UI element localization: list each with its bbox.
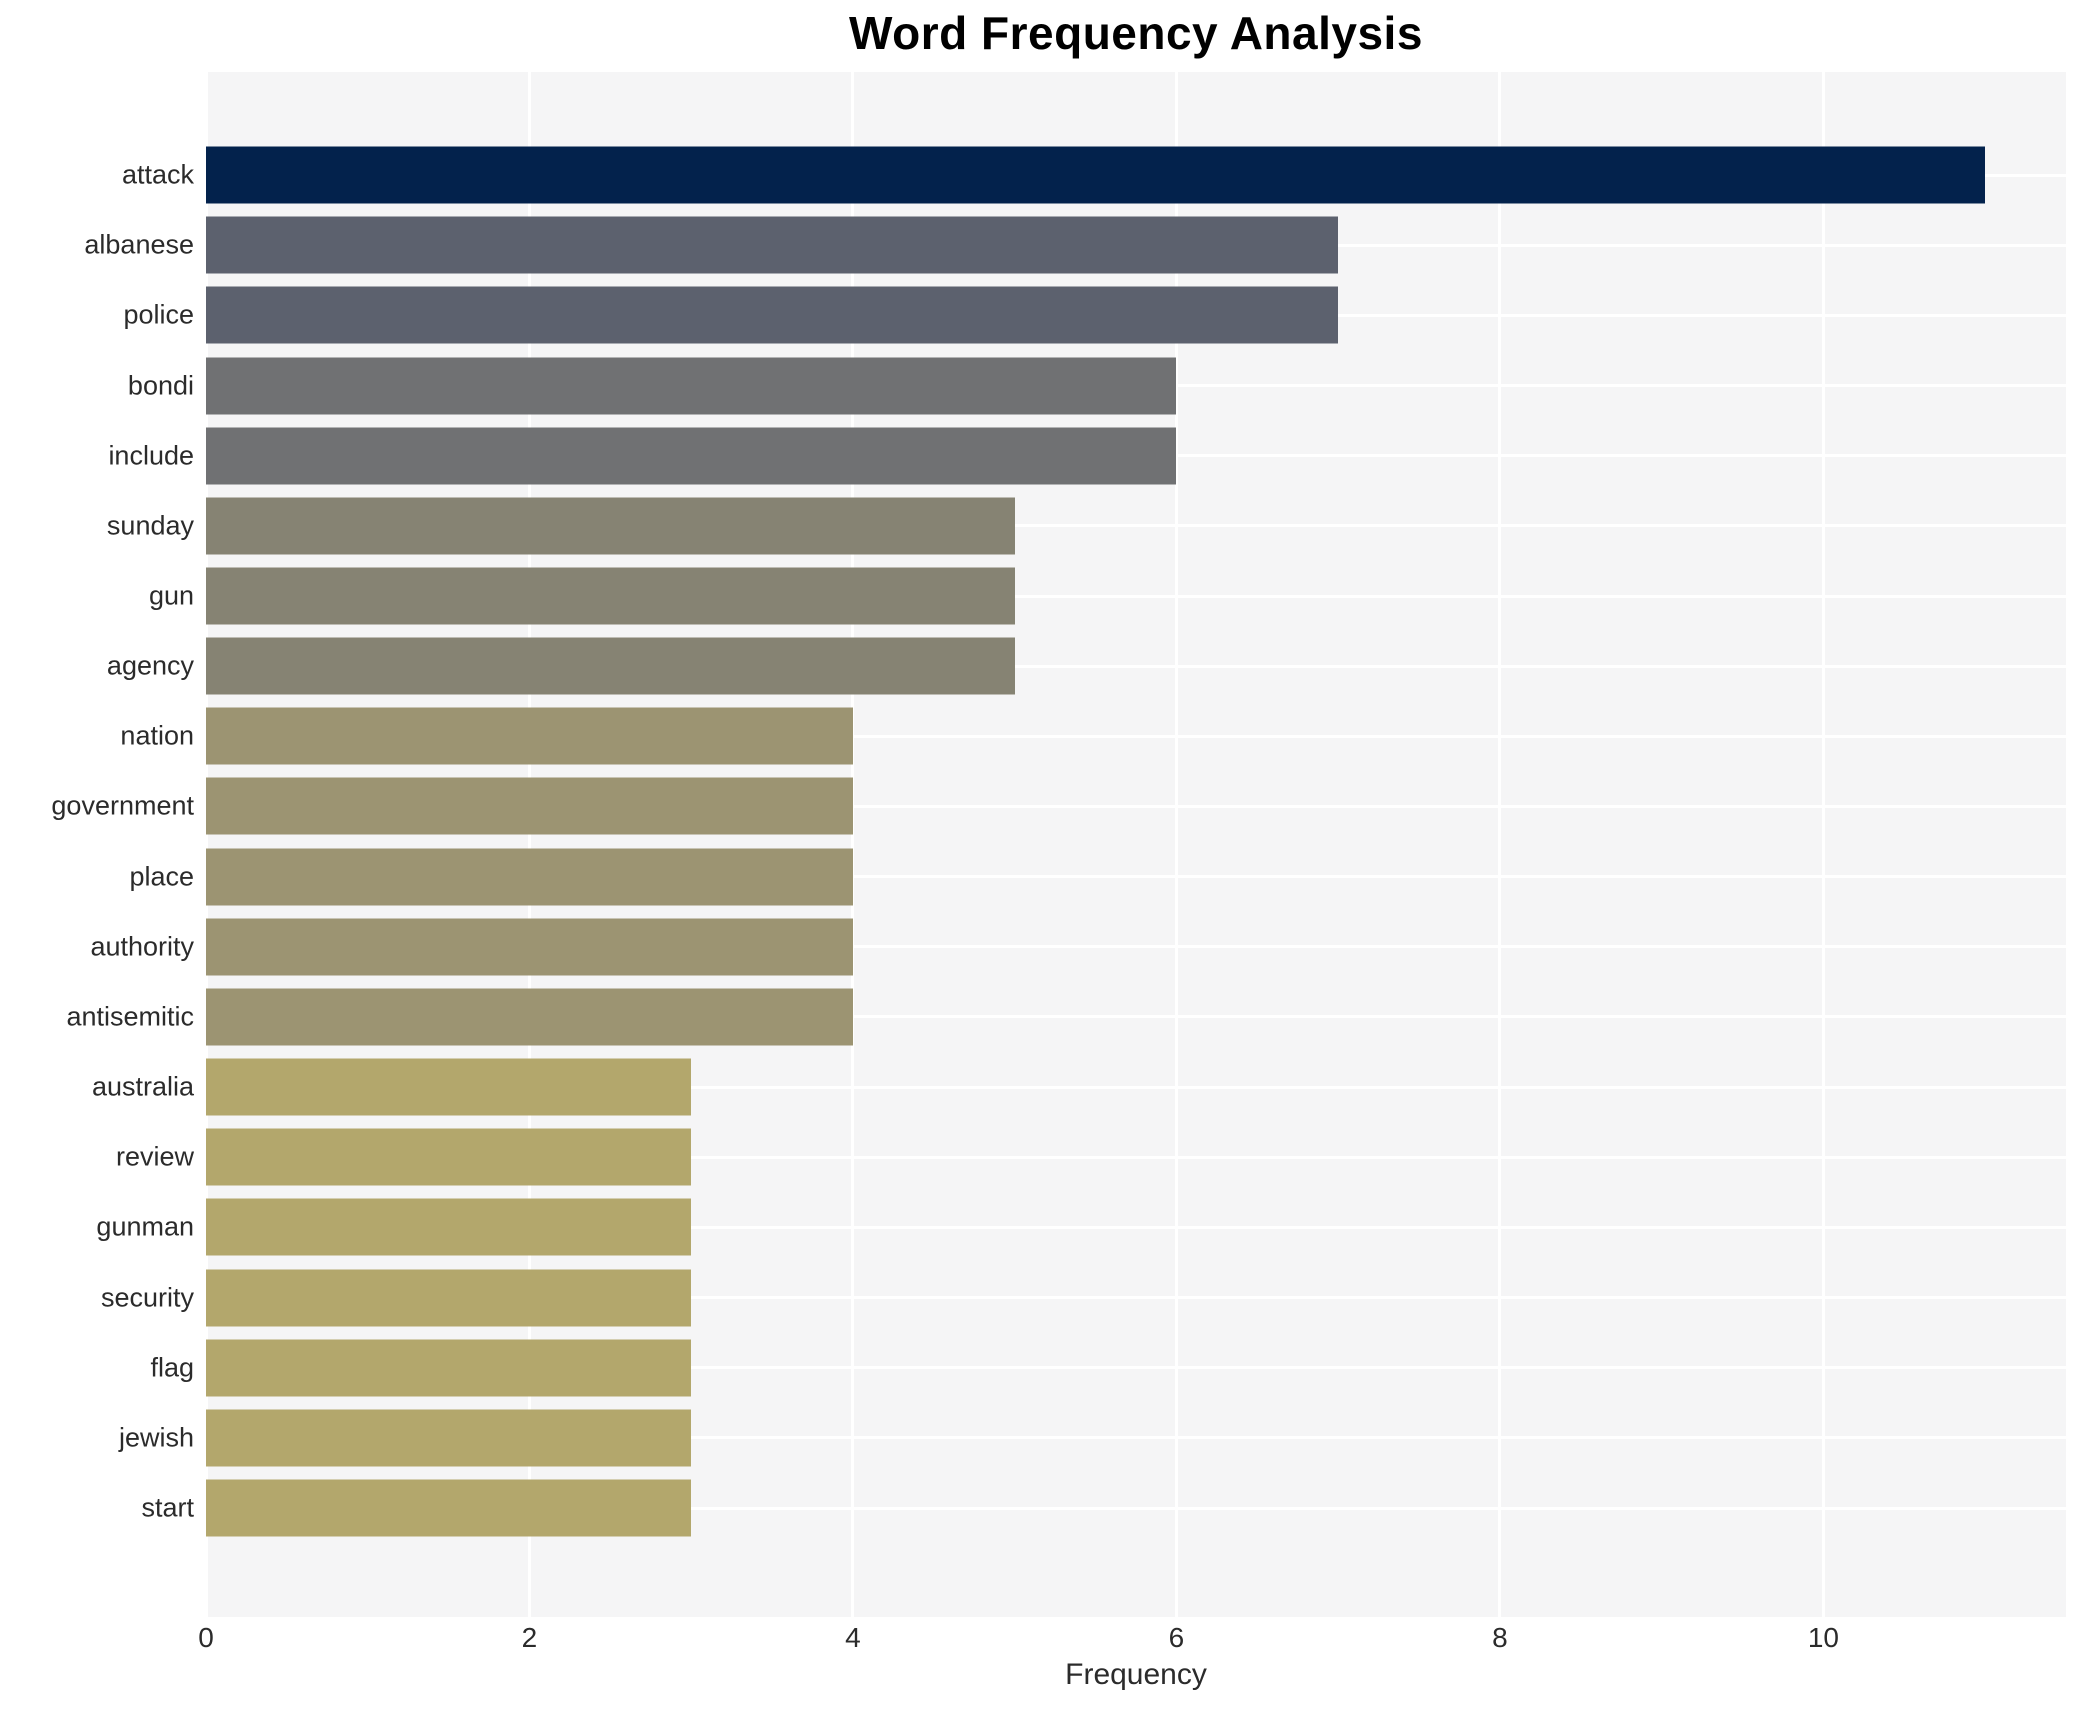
x-tick-label: 8 <box>1492 1622 1508 1653</box>
bar-row: authority <box>90 912 2066 982</box>
bar-row: flag <box>150 1333 2066 1403</box>
x-tick-label: 6 <box>1168 1622 1185 1653</box>
bar-row: police <box>123 280 2066 350</box>
bar-rows: attack albanese police bondi include sunday gu… <box>51 72 2066 1617</box>
frequency-bar <box>206 848 853 906</box>
gridline-x-10 <box>1821 72 1825 1617</box>
category-label: security <box>100 1282 194 1313</box>
category-label: albanese <box>84 229 194 260</box>
bar-row: include <box>108 421 2066 491</box>
x-axis-title: Frequency <box>1065 1658 1207 1691</box>
bar-row: bondi <box>128 350 2066 420</box>
category-label: place <box>129 861 194 892</box>
category-label: sunday <box>106 510 194 541</box>
frequency-bar <box>206 707 853 765</box>
frequency-bar <box>206 637 1015 695</box>
category-label: agency <box>106 650 194 681</box>
frequency-bar <box>206 1479 692 1537</box>
category-label: include <box>108 440 194 471</box>
bar-row: nation <box>120 701 2066 771</box>
category-label: police <box>123 299 194 330</box>
frequency-bar <box>206 1339 692 1397</box>
category-label: authority <box>90 931 194 962</box>
bar-row: gun <box>149 561 2066 631</box>
category-label: attack <box>121 159 194 190</box>
frequency-bar <box>206 357 1177 415</box>
category-label: government <box>51 790 194 821</box>
plot-area: attack albanese police bondi include sunday gu… <box>51 72 2066 1617</box>
frequency-bar <box>206 497 1015 555</box>
category-label: gunman <box>96 1211 194 1242</box>
bar-row: start <box>141 1473 2066 1543</box>
category-label: australia <box>91 1071 194 1102</box>
category-label: bondi <box>127 370 194 401</box>
bar-row: government <box>51 771 2066 841</box>
frequency-bar <box>206 1198 692 1256</box>
gridline-x-6 <box>1174 72 1178 1617</box>
bar-row: place <box>129 842 2066 912</box>
x-tick-label: 0 <box>198 1622 214 1653</box>
frequency-bar <box>206 988 853 1046</box>
bar-row: australia <box>92 1052 2066 1122</box>
category-label: gun <box>148 580 194 611</box>
frequency-bar <box>206 216 1339 274</box>
x-tick-label: 10 <box>1807 1622 1839 1653</box>
x-tick-label: 4 <box>845 1622 861 1653</box>
frequency-bar <box>206 777 853 835</box>
gridline-x-2 <box>527 72 531 1617</box>
chart-title: Word Frequency Analysis <box>849 7 1423 59</box>
gridline-x-8 <box>1498 72 1502 1617</box>
bar-row: sunday <box>107 491 2066 561</box>
frequency-bar <box>206 1269 692 1327</box>
frequency-bar <box>206 1058 692 1116</box>
gridline-x-4 <box>851 72 855 1617</box>
bar-row: antisemitic <box>66 982 2066 1052</box>
category-label: start <box>141 1492 194 1523</box>
bar-row: review <box>116 1122 2066 1192</box>
bar-row: albanese <box>84 210 2066 280</box>
category-label: nation <box>120 720 194 751</box>
category-label: flag <box>150 1352 194 1383</box>
bar-row: security <box>101 1263 2066 1333</box>
bar-row: gunman <box>96 1192 2066 1262</box>
bar-row: agency <box>107 631 2066 701</box>
x-tick-label: 2 <box>521 1622 538 1653</box>
bar-row: jewish <box>119 1403 2066 1473</box>
frequency-bar <box>206 1409 692 1467</box>
category-label: review <box>115 1141 194 1172</box>
category-label: jewish <box>118 1422 194 1453</box>
frequency-bar <box>206 146 1986 204</box>
frequency-bar <box>206 1128 692 1186</box>
category-label: antisemitic <box>66 1001 194 1032</box>
x-axis-ticks: 0 2 4 6 8 10 <box>198 1622 2066 1658</box>
gridline-x-0 <box>204 72 208 1617</box>
bar-row: attack <box>122 140 2066 210</box>
frequency-bar <box>206 286 1339 344</box>
frequency-bar <box>206 427 1177 485</box>
vertical-gridlines <box>204 72 2066 1617</box>
frequency-bar <box>206 918 853 976</box>
frequency-bar <box>206 567 1015 625</box>
